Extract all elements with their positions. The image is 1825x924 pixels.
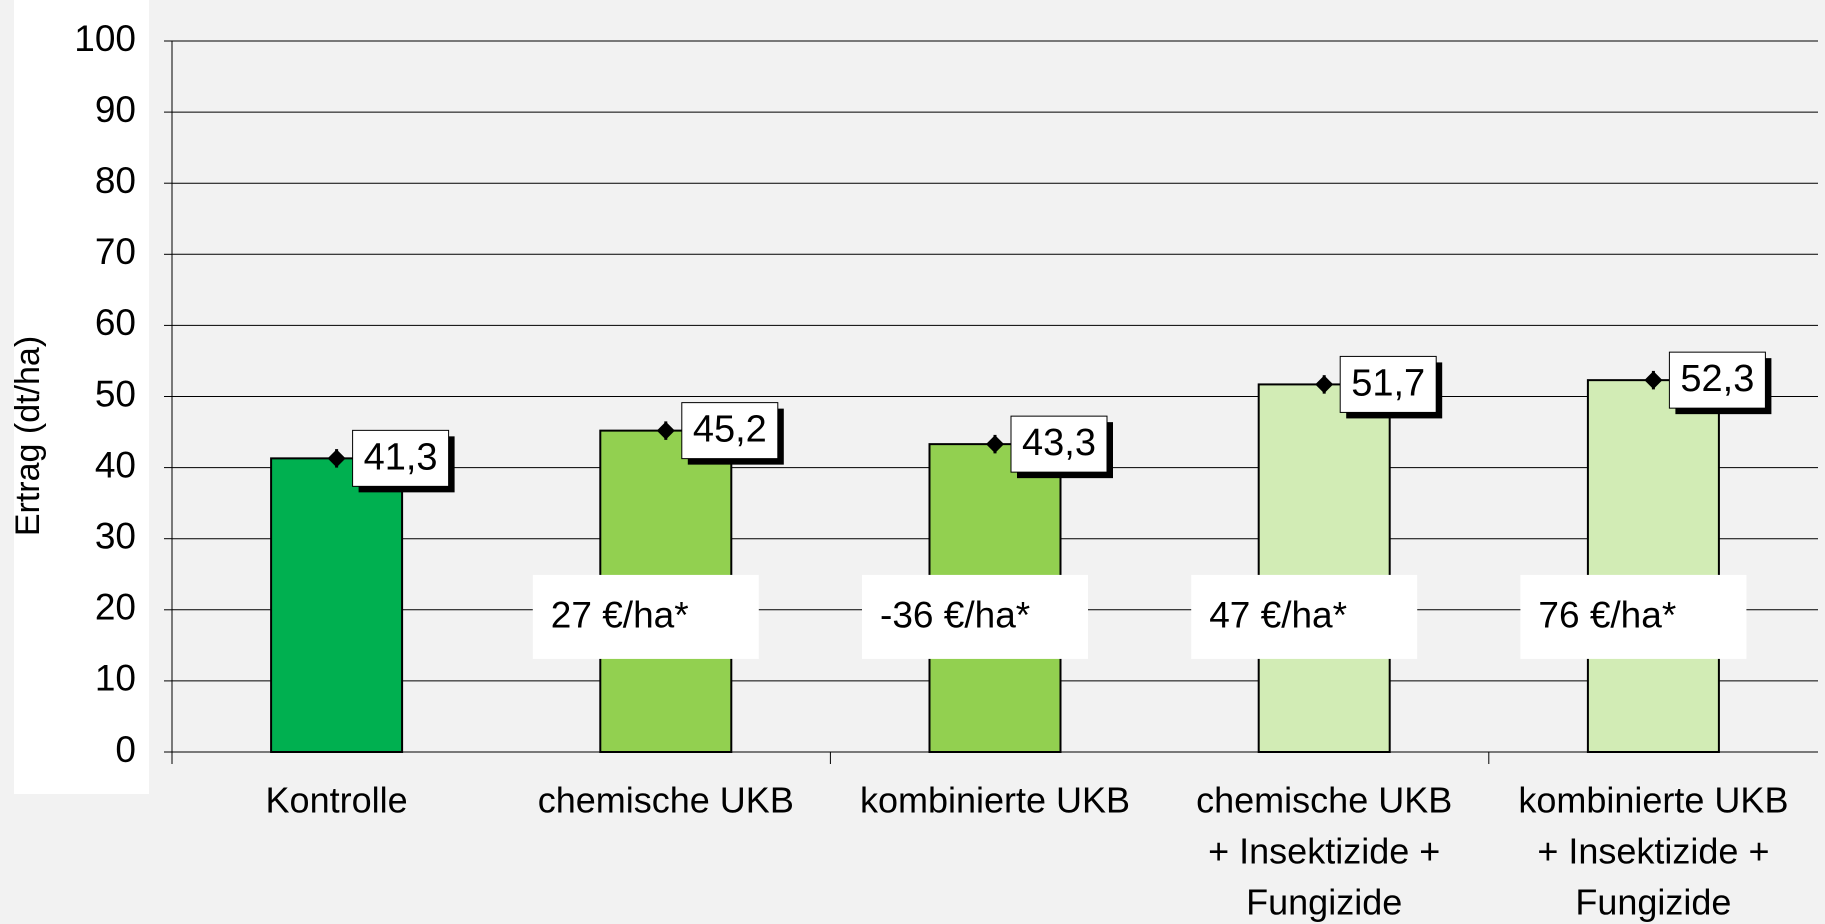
x-tick-label: + Insektizide +: [1208, 831, 1440, 872]
annotation: 76 €/ha*: [1538, 595, 1676, 636]
point-marker: [327, 449, 346, 468]
bar: [1586, 379, 1720, 753]
value-label-box: [352, 429, 450, 487]
y-tick-label: 0: [115, 729, 136, 770]
value-label: 51,7: [1351, 362, 1425, 404]
point-marker: [1644, 371, 1663, 390]
annotation: 27 €/ha*: [551, 595, 689, 636]
point-marker: [656, 421, 675, 440]
point-marker: [1315, 375, 1334, 394]
axis-panel: [14, 0, 149, 794]
y-tick-label: 50: [95, 373, 136, 414]
value-label: 52,3: [1680, 358, 1754, 400]
value-label-box: [1339, 355, 1437, 413]
y-tick-label: 10: [95, 658, 136, 699]
point-marker: [986, 435, 1004, 454]
value-label-box: [1668, 351, 1766, 409]
y-tick-label: 20: [95, 587, 136, 628]
x-tick-label: chemische UKB: [538, 780, 794, 821]
y-tick-label: 100: [74, 18, 136, 59]
y-tick-label: 30: [95, 515, 136, 556]
bar: [1257, 383, 1391, 753]
annotation: -36 €/ha*: [880, 595, 1030, 636]
y-tick-label: 60: [95, 302, 136, 343]
annotation-box: [1520, 574, 1747, 659]
x-tick-label: Kontrolle: [266, 780, 408, 821]
annotation-box: [532, 574, 759, 659]
bar: [270, 457, 404, 753]
value-label-box: [1010, 415, 1108, 473]
annotation: 47 €/ha*: [1209, 595, 1347, 636]
x-tick-label: Fungizide: [1575, 882, 1731, 923]
value-label: 41,3: [364, 436, 438, 478]
y-axis-label: Ertrag (dt/ha): [9, 336, 47, 536]
x-tick-label: kombinierte UKB: [1518, 780, 1788, 821]
y-tick-label: 90: [95, 89, 136, 130]
x-tick-label: kombinierte UKB: [860, 780, 1130, 821]
x-tick-label: + Insektizide +: [1537, 831, 1769, 872]
x-tick-label: chemische UKB: [1196, 780, 1452, 821]
value-label-box: [681, 402, 779, 460]
value-label: 43,3: [1022, 422, 1096, 464]
x-tick-label: Fungizide: [1246, 882, 1402, 923]
annotation-box: [1191, 574, 1418, 659]
annotation-box: [862, 574, 1088, 659]
y-tick-label: 80: [95, 160, 136, 201]
value-label: 45,2: [693, 409, 767, 451]
y-tick-label: 40: [95, 444, 136, 485]
y-tick-label: 70: [95, 231, 136, 272]
